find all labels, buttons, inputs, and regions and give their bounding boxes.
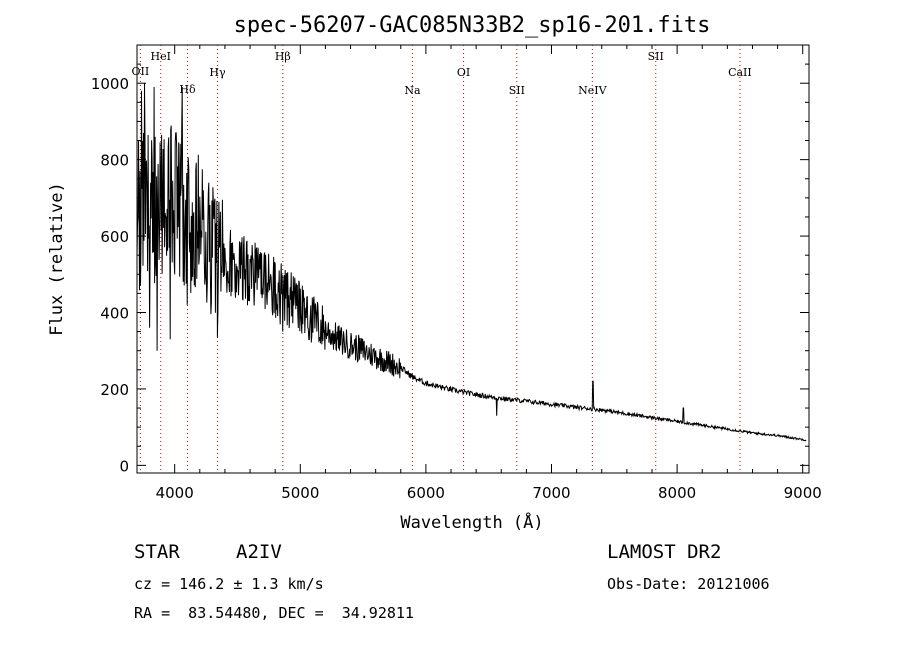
line-marker: HeI bbox=[151, 45, 171, 473]
y-tick-label: 1000 bbox=[91, 75, 129, 93]
line-marker: Hδ bbox=[179, 45, 196, 473]
line-marker-label: Hγ bbox=[209, 66, 226, 79]
line-marker-label: Hβ bbox=[275, 50, 291, 63]
line-marker: OII bbox=[132, 45, 150, 473]
y-tick-label: 0 bbox=[119, 457, 129, 475]
line-marker-label: SII bbox=[648, 50, 664, 63]
y-tick-label: 400 bbox=[100, 305, 129, 323]
plot-frame bbox=[136, 44, 810, 474]
line-marker: CaII bbox=[728, 45, 752, 473]
line-marker: SII bbox=[509, 45, 525, 473]
spectrum-line bbox=[136, 83, 807, 442]
chart-title: spec-56207-GAC085N33B2_sp16-201.fits bbox=[234, 13, 711, 38]
object-class: STAR bbox=[134, 541, 180, 563]
line-marker-label: OII bbox=[132, 65, 150, 78]
y-tick-label: 200 bbox=[100, 381, 129, 399]
axis-ticks: 4000 5000 6000 7000 8000 9000 0 200 400 600 800 100… bbox=[91, 45, 822, 502]
y-axis-label: Flux (relative) bbox=[47, 182, 67, 336]
x-tick-label: 5000 bbox=[281, 484, 319, 502]
line-marker-label: HeI bbox=[151, 50, 171, 63]
line-marker-label: SII bbox=[509, 84, 525, 97]
line-marker: SII bbox=[648, 45, 664, 473]
line-marker-label: Na bbox=[404, 84, 421, 97]
x-tick-label: 4000 bbox=[156, 484, 194, 502]
coordinates: RA = 83.54480, DEC = 34.92811 bbox=[134, 604, 414, 622]
obs-date: Obs-Date: 20121006 bbox=[607, 575, 770, 593]
line-marker-label: NeIV bbox=[578, 84, 607, 97]
x-tick-label: 7000 bbox=[532, 484, 570, 502]
x-axis-label: Wavelength (Å) bbox=[400, 511, 543, 533]
line-marker-label: Hδ bbox=[179, 83, 196, 96]
survey-name: LAMOST DR2 bbox=[607, 541, 722, 563]
redshift-text: cz = 146.2 ± 1.3 km/s bbox=[134, 575, 324, 593]
object-subclass: A2IV bbox=[236, 541, 282, 563]
x-tick-label: 8000 bbox=[658, 484, 696, 502]
x-tick-label: 6000 bbox=[407, 484, 445, 502]
x-tick-label: 9000 bbox=[784, 484, 822, 502]
line-marker: Hβ bbox=[275, 45, 291, 473]
line-marker-label: OI bbox=[457, 66, 470, 79]
y-tick-label: 800 bbox=[100, 152, 129, 170]
y-tick-label: 600 bbox=[100, 228, 129, 246]
line-marker: OI bbox=[457, 45, 470, 473]
line-marker-label: CaII bbox=[728, 66, 752, 79]
line-marker: Hγ bbox=[209, 45, 226, 473]
line-marker: Na bbox=[404, 45, 421, 473]
